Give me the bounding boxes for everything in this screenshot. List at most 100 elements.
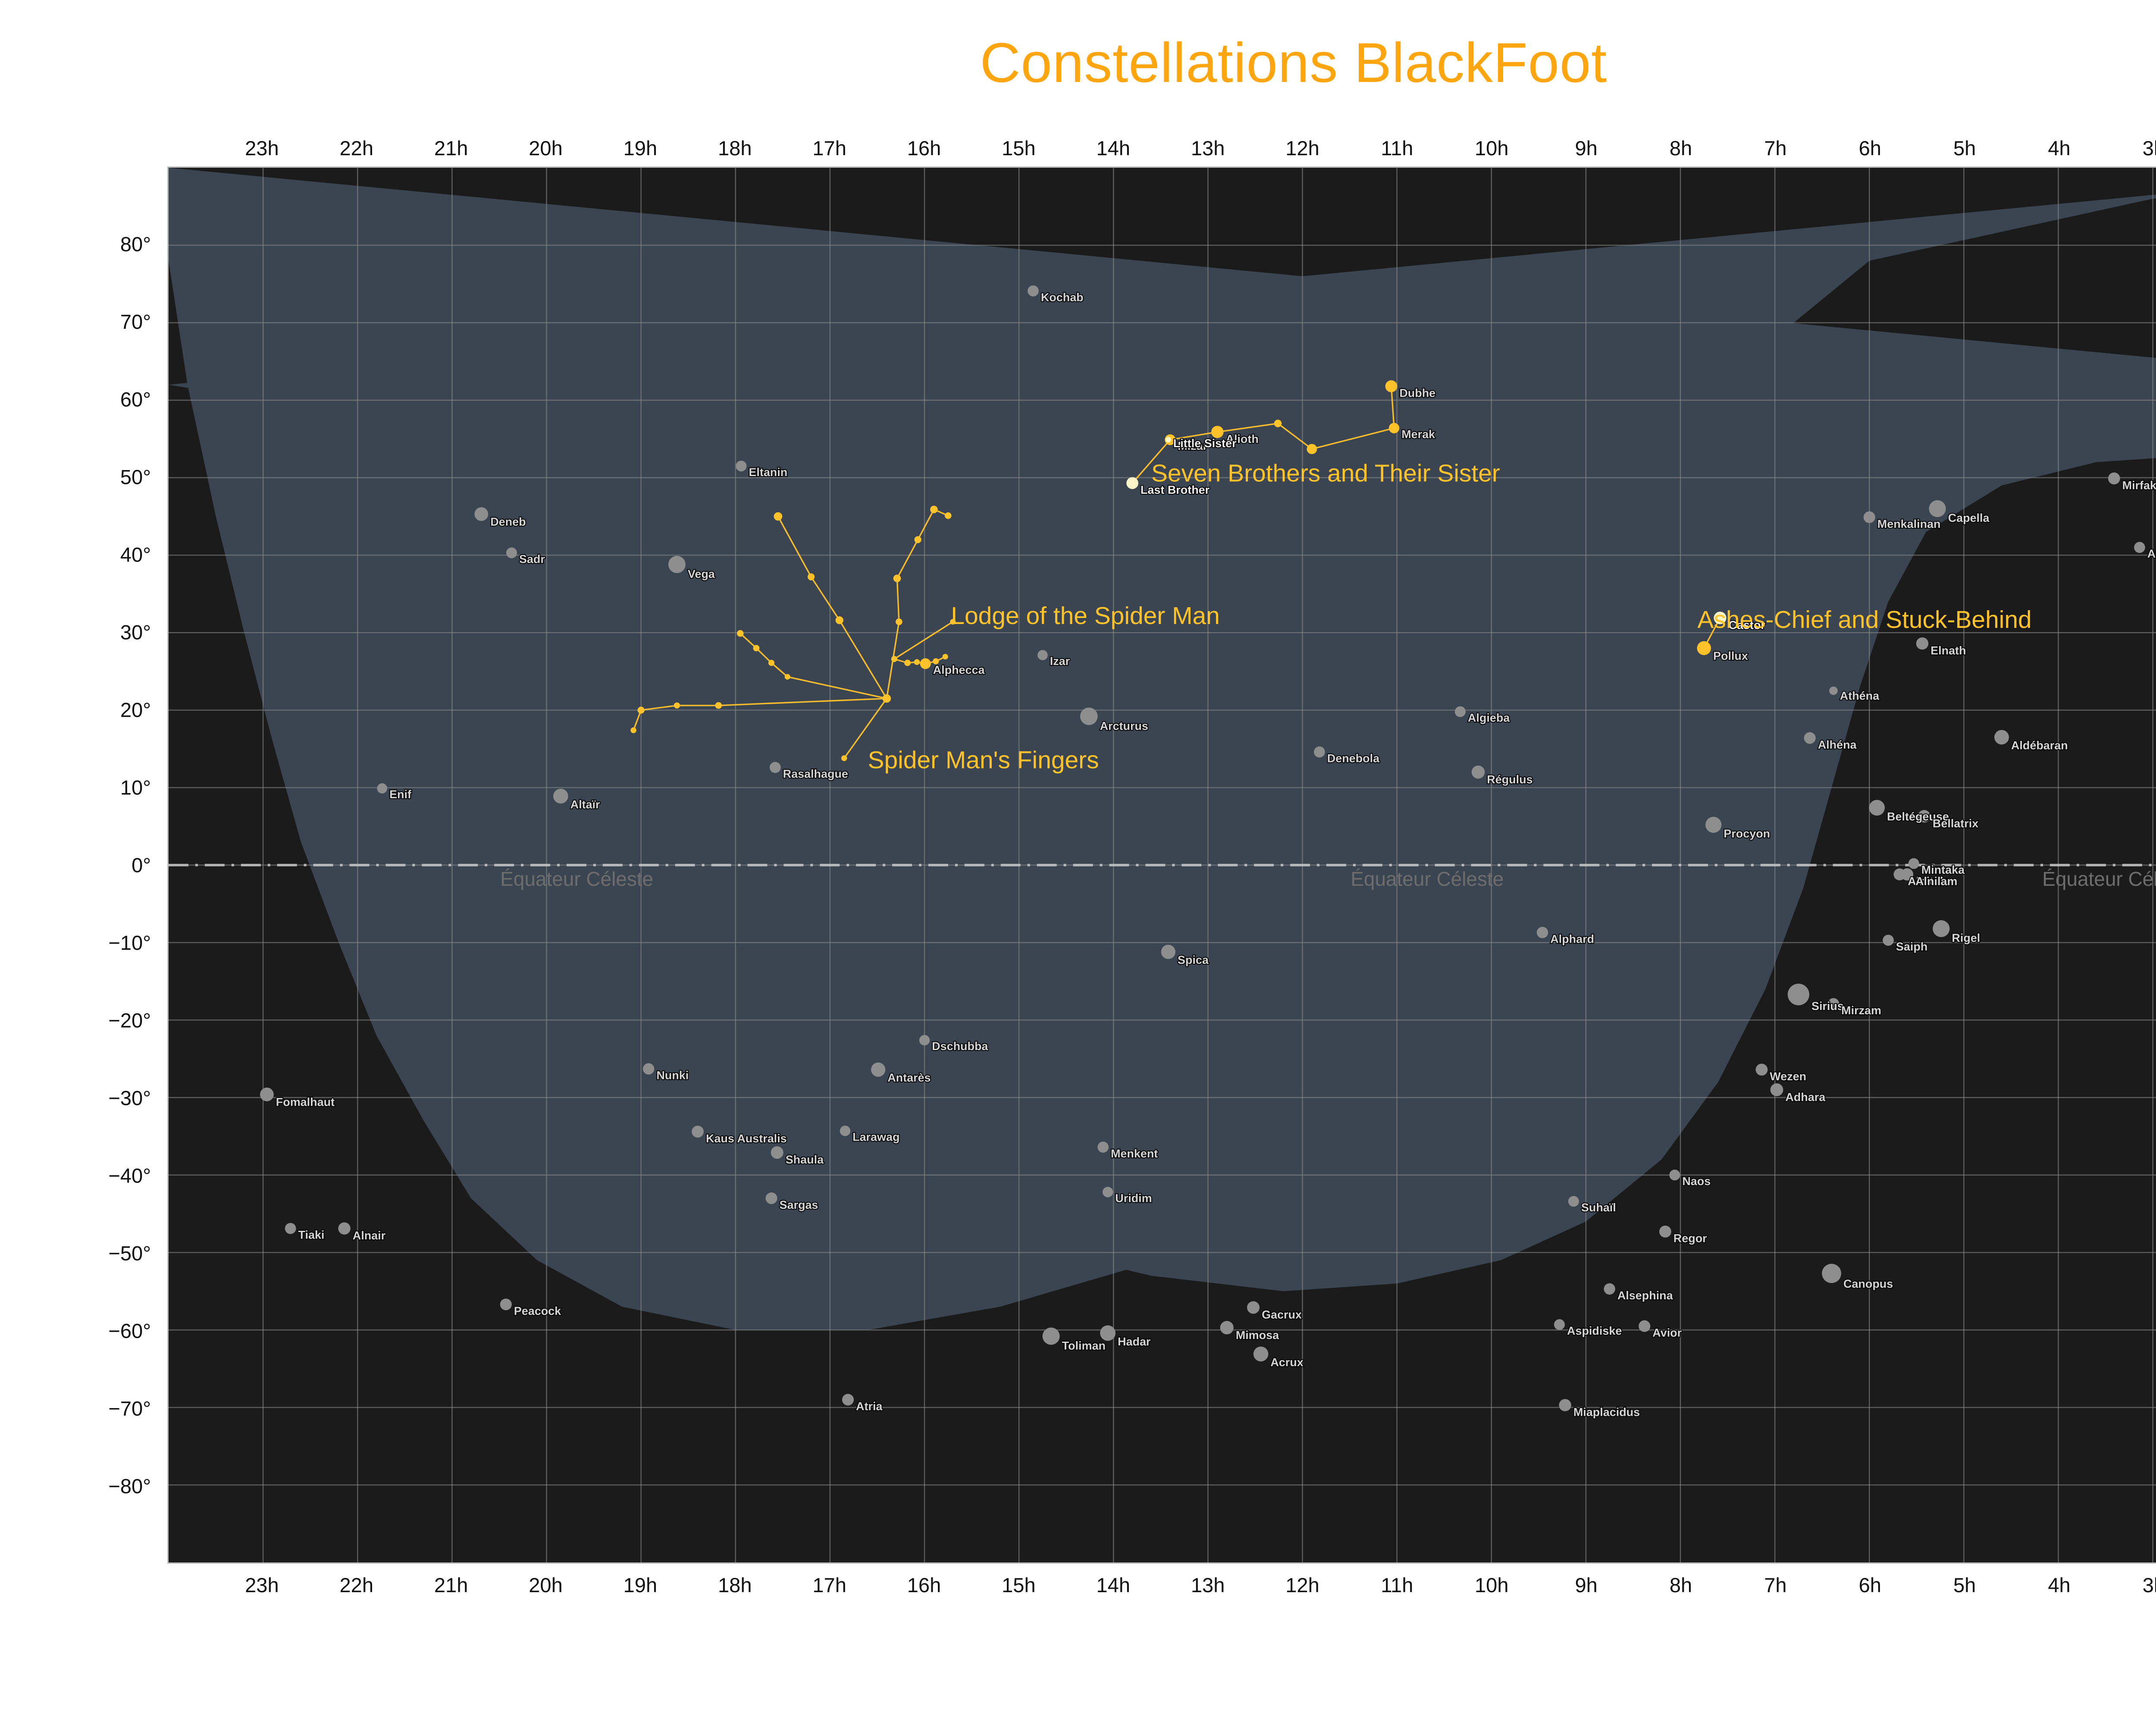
star-marker[interactable] (1705, 816, 1722, 833)
star-marker[interactable] (1274, 420, 1282, 427)
star-marker[interactable] (930, 505, 938, 514)
star-marker[interactable] (1102, 1187, 1113, 1198)
star-marker[interactable] (1080, 707, 1098, 725)
star-marker[interactable] (753, 645, 760, 652)
star-marker[interactable] (1827, 998, 1839, 1010)
star-marker[interactable] (1659, 1225, 1671, 1238)
star-marker[interactable] (1829, 686, 1838, 695)
star-marker[interactable] (840, 1126, 851, 1136)
star-marker[interactable] (942, 654, 948, 660)
star-marker[interactable] (474, 507, 489, 521)
star-marker[interactable] (871, 1062, 886, 1077)
star-marker[interactable] (260, 1087, 274, 1101)
star-marker[interactable] (1042, 1327, 1060, 1345)
star-marker[interactable] (1770, 1083, 1783, 1096)
star-marker[interactable] (1916, 637, 1929, 650)
star-marker[interactable] (1037, 650, 1048, 660)
star-marker[interactable] (377, 783, 388, 794)
star-marker[interactable] (1669, 1170, 1680, 1181)
star-marker[interactable] (1714, 612, 1727, 624)
star-marker[interactable] (933, 658, 939, 665)
star-marker[interactable] (715, 702, 722, 709)
star-marker[interactable] (1804, 732, 1816, 744)
star-marker[interactable] (774, 512, 783, 521)
star-marker[interactable] (896, 618, 903, 625)
star-marker[interactable] (1933, 920, 1950, 937)
star-marker[interactable] (1253, 1346, 1269, 1361)
star-marker[interactable] (904, 659, 911, 666)
star-marker[interactable] (841, 755, 847, 761)
star-marker[interactable] (674, 702, 680, 709)
star-marker[interactable] (919, 1035, 930, 1046)
star-marker[interactable] (914, 659, 920, 665)
star-marker[interactable] (1165, 437, 1171, 443)
star-marker[interactable] (1568, 1196, 1579, 1207)
star-marker[interactable] (1822, 1264, 1841, 1283)
star-marker[interactable] (1161, 944, 1175, 959)
star-label: Deneb (490, 515, 526, 528)
star-marker[interactable] (1908, 858, 1919, 869)
star-marker[interactable] (637, 706, 645, 714)
star-marker[interactable] (692, 1126, 704, 1138)
star-marker[interactable] (1126, 477, 1138, 489)
star-marker[interactable] (1536, 927, 1548, 938)
star-markers[interactable] (260, 168, 2156, 1411)
star-marker[interactable] (1028, 285, 1039, 297)
star-marker[interactable] (768, 660, 775, 666)
star-marker[interactable] (882, 694, 891, 703)
star-marker[interactable] (1883, 935, 1894, 946)
star-marker[interactable] (668, 555, 686, 573)
star-marker[interactable] (1697, 641, 1711, 656)
star-marker[interactable] (338, 1222, 351, 1235)
star-marker[interactable] (1220, 1321, 1234, 1335)
star-marker[interactable] (1471, 765, 1485, 779)
star-marker[interactable] (1901, 868, 1914, 881)
star-marker[interactable] (500, 1298, 512, 1311)
star-marker[interactable] (1211, 426, 1224, 438)
star-marker[interactable] (736, 461, 747, 472)
star-marker[interactable] (784, 674, 790, 680)
star-marker[interactable] (553, 788, 568, 804)
star-marker[interactable] (891, 656, 897, 662)
star-marker[interactable] (1097, 1142, 1109, 1153)
star-marker[interactable] (1929, 500, 1946, 518)
star-marker[interactable] (945, 512, 952, 519)
star-marker[interactable] (835, 616, 843, 624)
star-marker[interactable] (1307, 444, 1317, 455)
star-marker[interactable] (642, 1063, 655, 1075)
star-marker[interactable] (1559, 1399, 1571, 1411)
star-marker[interactable] (1388, 423, 1400, 433)
star-marker[interactable] (736, 630, 744, 637)
star-marker[interactable] (2108, 472, 2120, 485)
star-marker[interactable] (2134, 542, 2145, 553)
star-marker[interactable] (769, 762, 781, 773)
star-marker[interactable] (807, 573, 815, 580)
star-marker[interactable] (1787, 983, 1809, 1006)
star-marker[interactable] (1554, 1319, 1565, 1330)
star-marker[interactable] (1247, 1301, 1260, 1314)
star-marker[interactable] (1639, 1320, 1651, 1332)
star-marker[interactable] (914, 536, 921, 543)
star-marker[interactable] (893, 574, 901, 582)
star-marker[interactable] (1994, 730, 2009, 745)
star-marker[interactable] (506, 547, 517, 558)
star-marker[interactable] (1314, 746, 1325, 758)
star-marker[interactable] (842, 1394, 854, 1406)
sky-plot-area[interactable]: Équateur Céleste Équateur Céleste Équateur… (167, 166, 2156, 1564)
star-label: Sadr (519, 552, 545, 565)
star-marker[interactable] (1918, 810, 1930, 823)
star-marker[interactable] (771, 1146, 783, 1159)
star-marker[interactable] (1604, 1283, 1615, 1295)
star-marker[interactable] (765, 1192, 777, 1204)
star-marker[interactable] (1869, 800, 1885, 816)
star-marker[interactable] (950, 619, 956, 625)
star-marker[interactable] (1863, 511, 1875, 523)
star-marker[interactable] (1385, 380, 1398, 392)
star-marker[interactable] (1100, 1325, 1116, 1341)
star-marker[interactable] (920, 658, 931, 669)
star-marker[interactable] (1755, 1063, 1768, 1076)
sky-chart-svg[interactable]: Équateur Céleste Équateur Céleste Équateur… (169, 168, 2156, 1562)
star-marker[interactable] (630, 727, 636, 734)
star-marker[interactable] (1454, 706, 1466, 717)
star-marker[interactable] (285, 1223, 296, 1234)
